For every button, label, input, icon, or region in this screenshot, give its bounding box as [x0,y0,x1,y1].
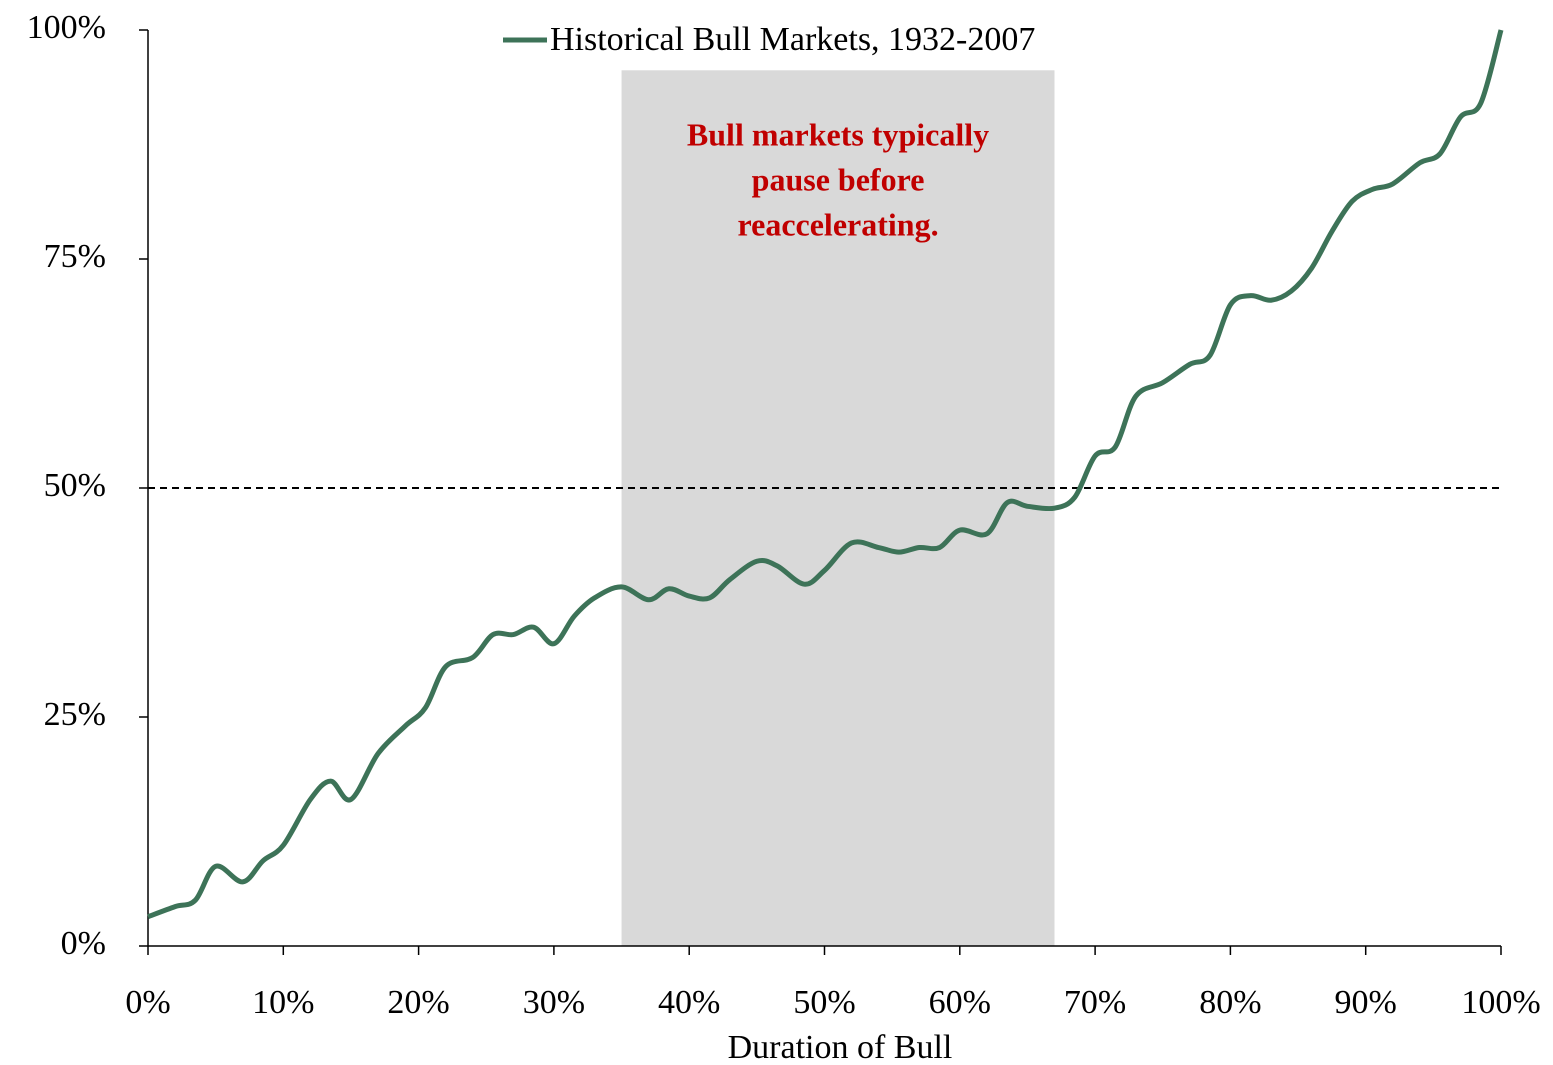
x-tick-label: 20% [387,984,449,1021]
x-tick-label: 100% [1461,984,1540,1021]
y-tick-label: 100% [27,9,106,46]
annotation: pause before [752,161,925,197]
y-tick-label: 0% [61,925,106,962]
highlight-band [621,70,1055,946]
x-tick-label: 50% [793,984,855,1021]
x-tick-label: 30% [523,984,585,1021]
x-tick-label: 60% [929,984,991,1021]
x-tick-label: 0% [125,984,170,1021]
annotation: reaccelerating. [737,206,938,242]
y-tick-label: 50% [44,467,106,504]
x-tick-label: 90% [1335,984,1397,1021]
x-axis-label: Duration of Bull [728,1029,953,1065]
legend-label: Historical Bull Markets, 1932-2007 [550,21,1035,58]
x-tick-label: 70% [1064,984,1126,1021]
x-tick-label: 10% [252,984,314,1021]
y-tick-label: 25% [44,696,106,733]
annotation: Bull markets typically [687,116,989,152]
x-tick-label: 40% [658,984,720,1021]
y-tick-label: 75% [44,238,106,275]
series-line [147,29,1504,920]
x-tick-label: 80% [1199,984,1261,1021]
